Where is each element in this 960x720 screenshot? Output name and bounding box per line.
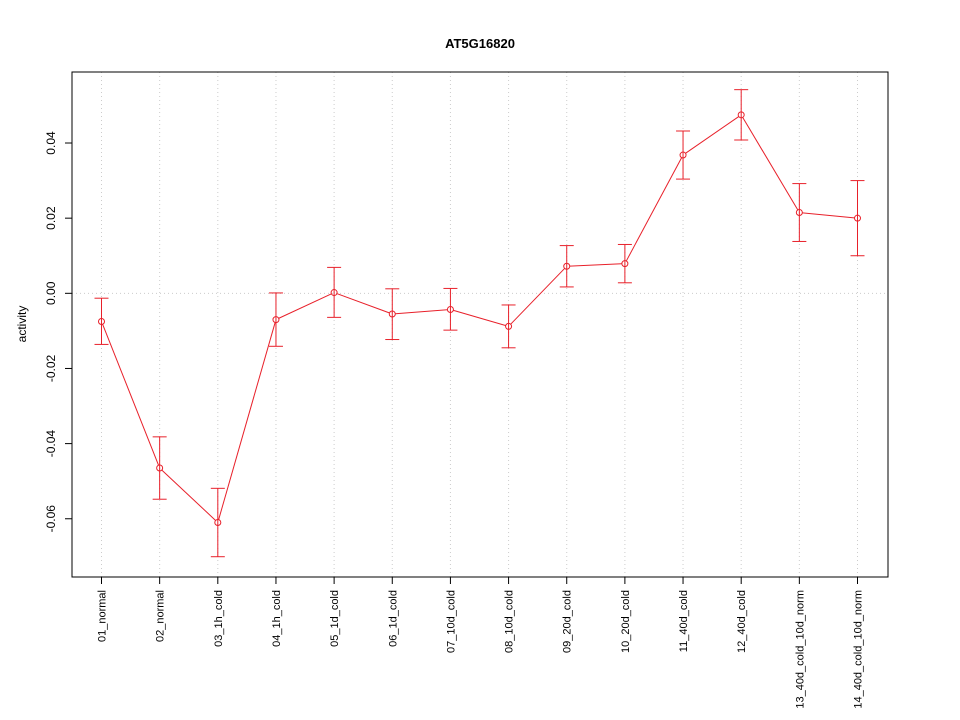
plot-frame [71, 71, 889, 578]
data-point [272, 316, 280, 324]
series-line-segment [278, 293, 332, 319]
y-tick-label: 0.02 [44, 206, 58, 230]
x-tick-label: 10_20d_cold [620, 590, 632, 653]
data-point [330, 289, 338, 297]
data-point [563, 262, 571, 270]
x-tick-label: 06_1d_cold [387, 590, 399, 647]
x-tick-label: 01_normal [97, 590, 109, 642]
y-tick-label: 0.04 [44, 131, 58, 155]
series-line-segment [218, 322, 276, 520]
data-point [98, 317, 105, 325]
series-line-segment [102, 324, 159, 466]
y-tick-label: -0.06 [44, 505, 58, 533]
data-series [94, 89, 865, 558]
y-tick-label: -0.02 [44, 354, 58, 382]
series-line-segment [453, 309, 506, 326]
x-tick-label: 14_40d_cold_10d_norm [853, 590, 865, 709]
data-point [388, 310, 396, 318]
x-tick-label: 04_1h_cold [271, 590, 283, 647]
x-tick-label: 07_10d_cold [445, 590, 457, 653]
series-line-segment [336, 293, 390, 314]
axes: -0.06 -0.04 -0.02 0.00 0.02 0.04 01_normal 02_n… [44, 71, 889, 709]
data-point [621, 260, 629, 268]
x-tick-label: 05_1d_cold [329, 590, 341, 647]
series-line-segment [510, 268, 565, 325]
data-point [156, 464, 164, 472]
x-tick-label: 09_20d_cold [562, 590, 574, 653]
x-tick-label: 13_40d_cold_10d_norm [794, 590, 806, 709]
y-tick-label: 0.00 [44, 281, 58, 305]
x-tick-label: 11_40d_cold [678, 590, 690, 652]
series-line-segment [625, 157, 682, 262]
data-point [505, 322, 513, 330]
data-point [679, 151, 687, 159]
data-point [214, 519, 222, 527]
series-line-segment [395, 309, 448, 315]
data-point [854, 214, 861, 222]
y-axis-title: activity [15, 306, 29, 343]
data-point [737, 111, 745, 119]
x-tick-label: 08_10d_cold [504, 590, 516, 653]
x-tick-label: 02_normal [155, 590, 167, 642]
series-line-segment [685, 116, 739, 154]
y-tick-label: -0.04 [44, 430, 58, 458]
data-point [795, 209, 803, 217]
chart-title: AT5G16820 [445, 36, 515, 51]
x-tick-label: 03_1h_cold [213, 590, 225, 647]
series-line-segment [569, 263, 622, 267]
x-tick-label: 12_40d_cold [736, 590, 748, 653]
series-line-segment [161, 469, 216, 521]
series-line-segment [802, 212, 855, 219]
series-line-segment [742, 117, 799, 211]
data-point [446, 305, 454, 313]
